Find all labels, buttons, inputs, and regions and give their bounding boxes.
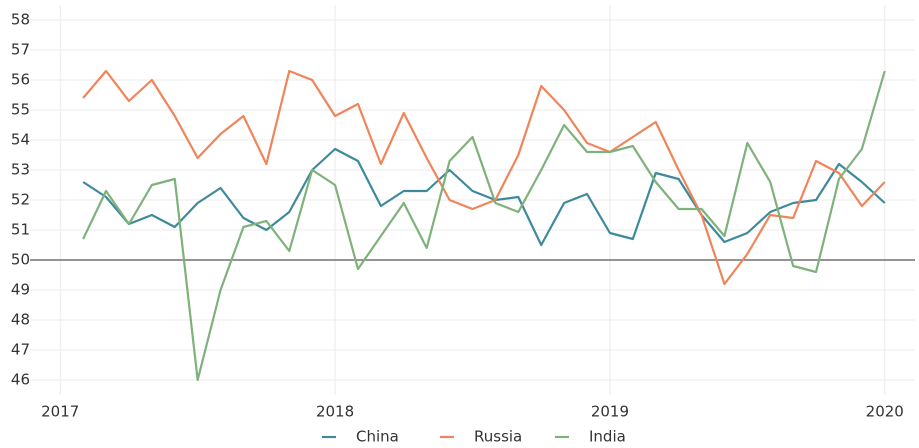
series-line [82,70,886,382]
y-tick-label: 48 [11,311,30,329]
y-tick-label: 52 [11,191,30,209]
legend-label: Russia [474,428,522,446]
series-line [82,147,886,247]
y-tick-label: 53 [11,161,30,179]
series-line [82,69,886,286]
x-tick-label: 2019 [591,403,629,421]
legend-label: China [356,428,399,446]
y-tick-label: 58 [11,11,30,29]
y-tick-label: 54 [11,131,30,149]
x-tick-label: 2020 [866,403,904,421]
x-tick-label: 2017 [41,403,79,421]
x-tick-label: 2018 [316,403,354,421]
legend-label: India [589,428,626,446]
y-tick-label: 56 [11,71,30,89]
y-tick-label: 46 [11,371,30,389]
y-tick-label: 50 [11,251,30,269]
y-tick-label: 51 [11,221,30,239]
y-tick-label: 57 [11,41,30,59]
y-tick-label: 47 [11,341,30,359]
y-tick-label: 49 [11,281,30,299]
y-tick-label: 55 [11,101,30,119]
